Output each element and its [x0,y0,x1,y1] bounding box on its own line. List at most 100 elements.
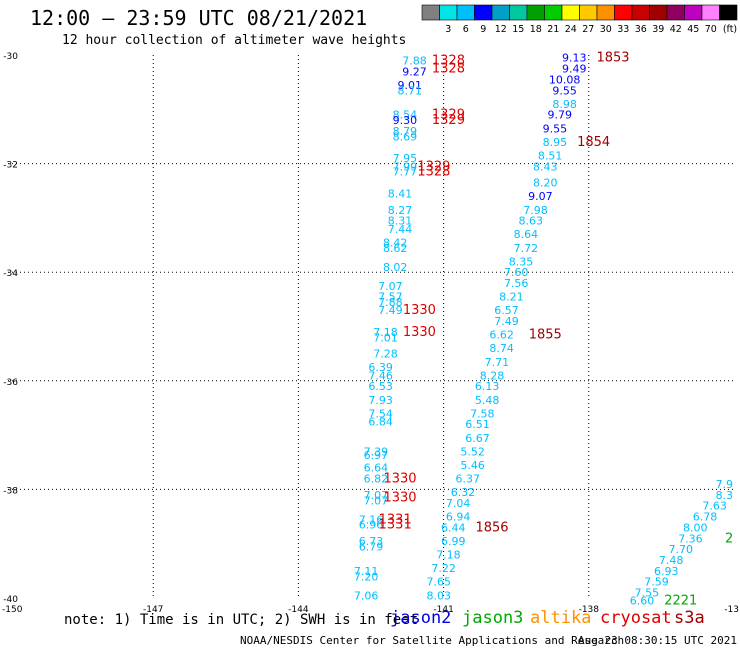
wave-height-value: 7.54 [368,407,393,420]
wave-height-value: 5.46 [460,459,485,472]
wave-height-value: 8.69 [393,130,418,143]
wave-height-value: 7.65 [427,576,452,589]
wave-height-value: 8.98 [552,98,577,111]
wave-height-value: 8.35 [509,255,534,268]
latitude-label: -36 [3,378,18,388]
pass-time-label: 2 [725,531,733,546]
pass-time-label: 1853 [596,51,629,66]
legend-swatch [631,4,650,21]
lat-lon-grid [8,55,734,598]
wave-height-value: 8.95 [543,136,568,149]
wave-height-value: 8.20 [533,177,558,190]
legend-swatch [684,4,703,21]
wave-height-value: 7.06 [354,589,379,602]
wave-height-value: 6.62 [489,329,514,342]
wave-height-value: 9.79 [548,109,573,122]
wave-height-value: 7.18 [436,549,461,562]
wave-height-value: 7.18 [373,326,398,339]
wave-height-value: 7.44 [388,223,413,236]
legend-label: 45 [687,24,699,35]
legend-swatch [474,4,493,21]
pass-time-label: 1330 [383,472,416,487]
wave-height-value: 6.37 [456,473,481,486]
legend-unit: (ft) [723,24,737,35]
wave-height-value: 9.27 [402,65,427,78]
legend-label: 24 [565,24,577,35]
wave-height-value: 8.31 [388,215,413,228]
wave-height-value: 7.88 [402,54,427,67]
wave-height-value: 6.82 [364,473,389,486]
longitude-label: -138 [579,605,600,615]
pass-time-label: 1330 [403,303,436,318]
legend-label: 9 [480,24,486,35]
legend-label: 33 [617,24,629,35]
legend-label: 42 [670,24,682,35]
legend-label: 18 [530,24,542,35]
wave-height-value: 8.02 [383,261,408,274]
wave-height-value: 9.07 [528,190,553,203]
wave-height-value: 7.9 [716,478,734,491]
wave-height-value: 7.56 [504,277,529,290]
wave-height-value: 7.70 [669,543,694,556]
legend-swatch [701,4,720,21]
page-subtitle: 12 hour collection of altimeter wave hei… [62,33,407,48]
legend-swatch [509,4,528,21]
wave-height-value: 8.64 [514,228,539,241]
legend-swatch [544,4,563,21]
wave-height-value: 6.67 [465,432,490,445]
latitude-label: -40 [3,595,18,605]
pass-time-label: 1854 [577,135,610,150]
wave-height-value: 7.72 [514,242,539,255]
wave-height-value: 6.96 [359,519,384,532]
color-scale-legend: 3 6 9 12 15 18 21 24 27 30 33 36 39 42 45 70 (ft) [421,4,738,35]
legend-swatch [649,4,668,21]
wave-height-value: 7.46 [368,369,393,382]
wave-height-value: 7.07 [364,489,389,502]
pass-time-label: 1329 [432,113,465,128]
legend-label: 27 [582,24,594,35]
wave-height-value: 8.00 [683,521,708,534]
wave-height-value: 9.13 [562,52,587,65]
wave-height-value: 9.30 [393,114,418,127]
wave-height-value: 8.21 [499,291,524,304]
legend-label: 21 [547,24,559,35]
wave-height-value: 9.55 [543,122,568,135]
wave-height-value: 6.99 [441,535,466,548]
wave-height-value: 9.01 [397,79,422,92]
latitude-label: -34 [3,269,18,279]
wave-height-value: 8.3 [716,489,734,502]
wave-height-value: 7.49 [378,304,403,317]
footnote: note: 1) Time is in UTC; 2) SWH is in fe… [64,612,419,628]
legend-swatch [561,4,580,21]
wave-height-value: 6.84 [368,416,393,429]
wave-height-value: 7.60 [504,266,529,279]
longitude-label: -144 [288,605,309,615]
legend-swatch [439,4,458,21]
wave-height-value: 7.07 [378,280,403,293]
wave-height-value: 8.41 [388,187,413,200]
legend-swatch [421,4,440,21]
legend-label: 3 [445,24,451,35]
wave-height-value: 6.51 [465,418,490,431]
legend-swatch [666,4,685,21]
longitude-label: -141 [433,605,453,615]
wave-height-value: 7.36 [678,532,703,545]
pass-time-label: 1330 [383,491,416,506]
wave-height-value: 7.95 [393,152,418,165]
wave-height-value: 6.78 [693,511,718,524]
satellite-label-s3a: s3a [674,608,705,628]
legend-swatch [579,4,598,21]
wave-height-value: 7.07 [364,494,389,507]
wave-height-value: 7.93 [368,394,393,407]
page-title: 12:00 — 23:59 UTC 08/21/2021 [30,6,368,30]
longitude-label: -13 [724,605,739,615]
generated-timestamp: Aug 23 08:30:15 UTC 2021 [578,634,737,647]
axis-labels: -30 -32 -34 -36 -38 -40-150 -147 -144 -141 -138 -1… [2,52,739,615]
satellite-label-jason2: jason2 [390,608,452,628]
pass-time-label: 1330 [403,325,436,340]
pass-time-label: 1855 [529,328,562,343]
pass-time-label: 1331 [379,512,412,527]
wave-height-value: 6.64 [364,462,389,475]
wave-height-value: 8.79 [393,125,418,138]
legend-label: 39 [652,24,664,35]
